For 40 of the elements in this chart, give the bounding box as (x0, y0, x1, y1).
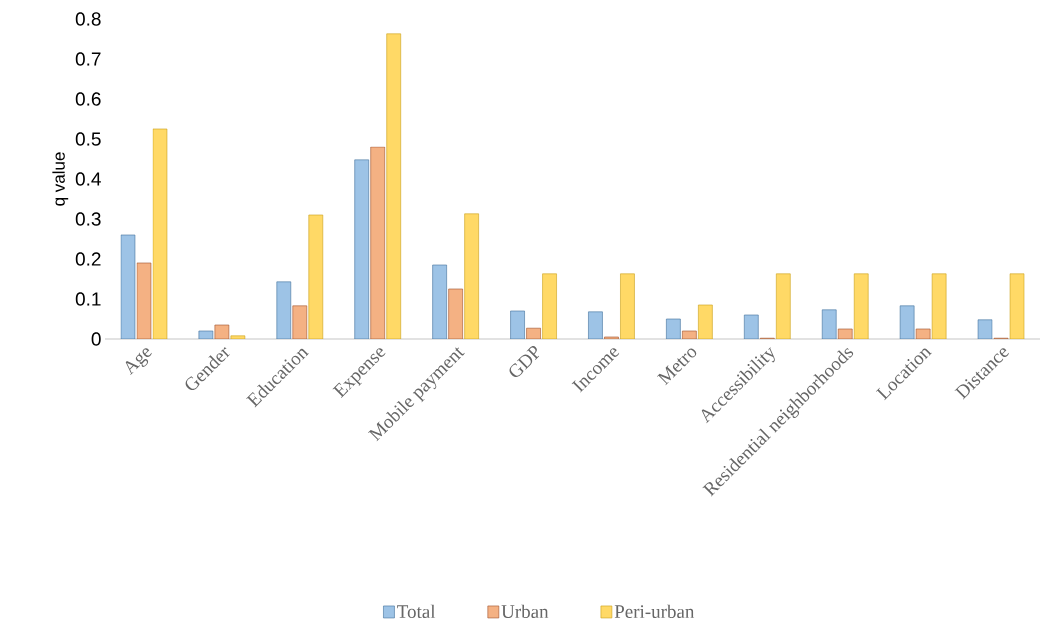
bar (931, 273, 947, 339)
bar (853, 273, 869, 339)
y-tick-label: 0.5 (75, 132, 101, 146)
bar (620, 273, 635, 339)
bar (354, 159, 370, 339)
bar (526, 327, 541, 339)
bar (152, 128, 168, 339)
bar (370, 146, 386, 339)
y-tick-label: 0 (91, 332, 101, 346)
x-tick-label: GDP (509, 346, 540, 378)
bar (698, 304, 713, 339)
bar (1009, 273, 1025, 339)
y-tick-label: 0.6 (75, 92, 101, 106)
y-tick-label: 0.3 (75, 212, 101, 226)
bar (136, 262, 152, 339)
bar (308, 214, 324, 339)
legend-label: Total (397, 604, 436, 618)
bar (214, 324, 230, 339)
y-tick-label: 0.2 (75, 252, 101, 266)
bar (230, 335, 246, 339)
legend-label: Peri-urban (614, 604, 695, 618)
y-tick-label: 0.8 (75, 12, 101, 26)
bar (386, 33, 402, 339)
bar (448, 288, 463, 339)
bar (776, 273, 791, 339)
bar (432, 264, 447, 339)
bar (276, 281, 292, 339)
bar (604, 336, 619, 339)
bar (915, 328, 931, 339)
y-tick-label: 0.7 (75, 52, 101, 66)
x-tick-label: Age (125, 348, 152, 376)
bar (542, 273, 557, 339)
y-axis-title: q value (52, 152, 69, 206)
y-tick-label: 0.1 (75, 292, 101, 306)
bar (292, 305, 308, 339)
bar (837, 328, 853, 339)
bar (682, 330, 697, 339)
legend-label: Urban (501, 604, 549, 618)
y-tick-label: 0.4 (75, 172, 101, 186)
bar (464, 213, 479, 339)
